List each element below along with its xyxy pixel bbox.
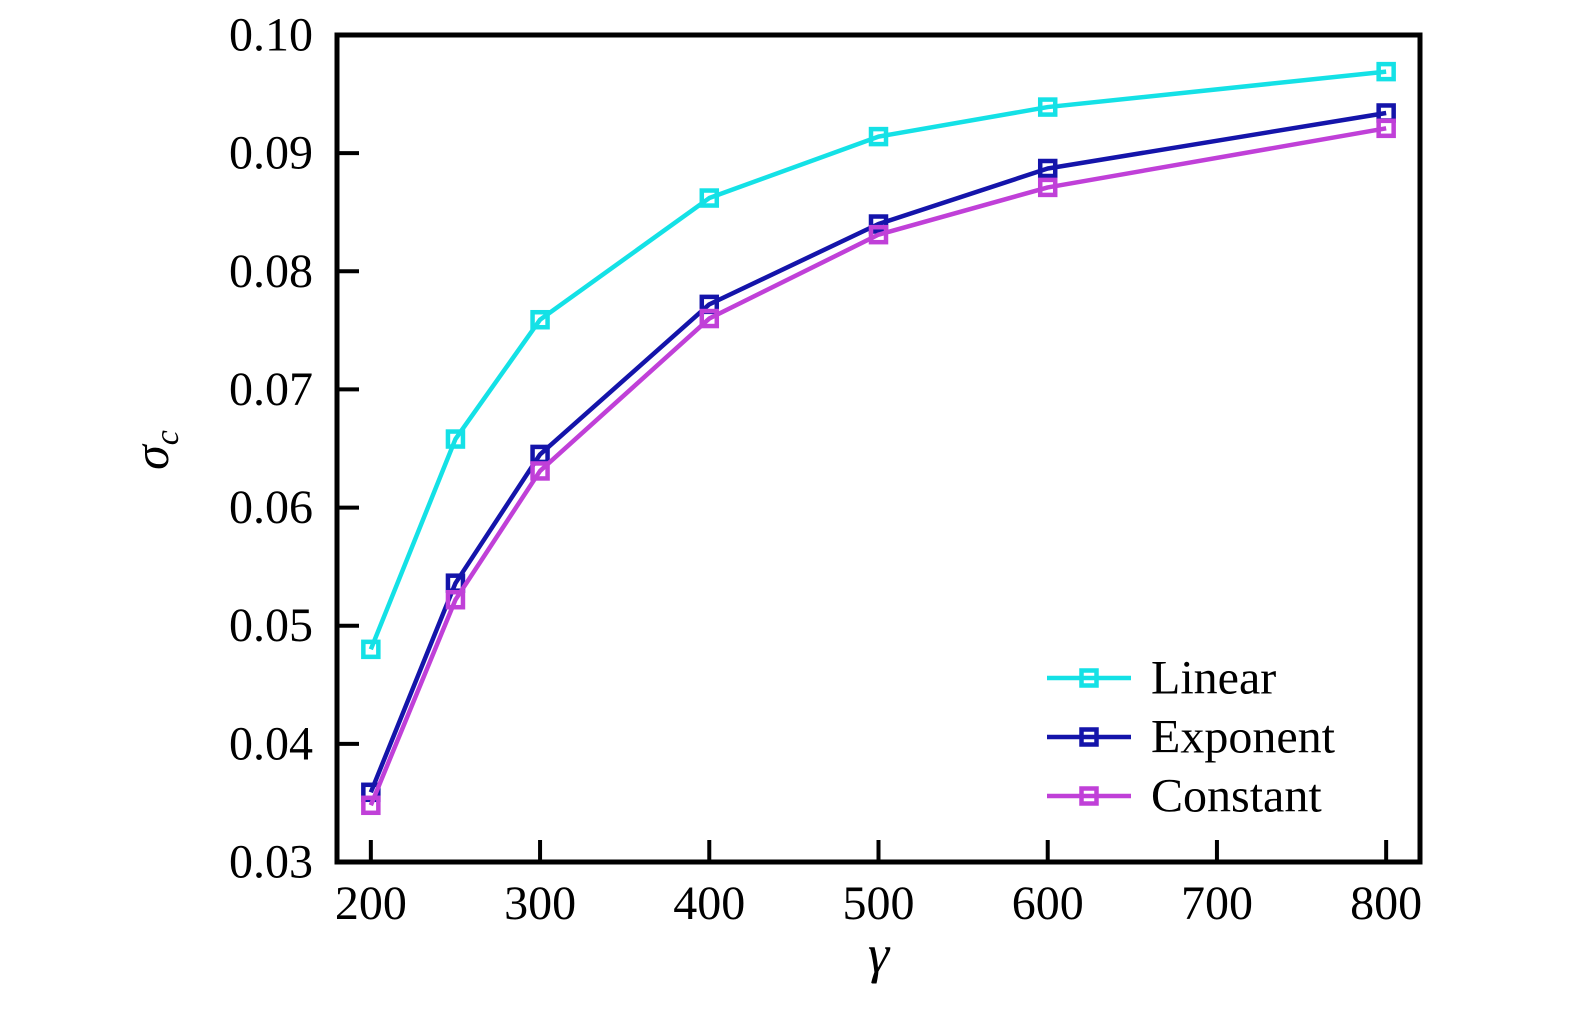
legend-marker-sample	[1079, 727, 1099, 747]
series-linear-marker	[699, 188, 720, 208]
series-constant	[361, 118, 1396, 816]
x-tick-label: 600	[1012, 877, 1084, 930]
legend-entry-linear: Linear	[1047, 652, 1276, 705]
y-axis-label-sigma: σ	[123, 443, 179, 470]
series-constant-marker	[1376, 118, 1396, 139]
x-tick-label: 300	[504, 877, 576, 930]
series-exponent-marker	[1037, 158, 1058, 179]
legend-label: Linear	[1151, 652, 1276, 705]
series-constant-marker	[1037, 177, 1058, 198]
x-axis-label: γ	[868, 924, 891, 984]
series-linear-marker	[530, 309, 550, 330]
series-constant-marker	[445, 589, 466, 610]
y-tick-label: 0.09	[229, 127, 313, 180]
series-constant-marker	[361, 795, 381, 816]
y-tick-label: 0.08	[229, 245, 313, 298]
series-linear-line	[368, 69, 1387, 651]
y-axis-label: σc	[123, 430, 186, 470]
series-exponent-marker	[868, 214, 889, 234]
series-linear-marker	[445, 429, 466, 449]
x-tick-label: 500	[843, 877, 915, 930]
series-exponent-line	[368, 110, 1387, 794]
y-tick-label: 0.05	[229, 599, 313, 652]
legend-marker-sample	[1079, 668, 1099, 688]
y-tick-label: 0.03	[229, 836, 313, 889]
series-linear	[361, 61, 1396, 660]
legend: Linear Exponent Constant	[1047, 652, 1336, 823]
y-tick-label: 0.06	[229, 481, 313, 534]
series-constant-line	[368, 126, 1387, 807]
legend-label: Constant	[1151, 770, 1322, 823]
x-tick-label: 200	[335, 877, 407, 930]
y-axis: 0.03 0.04 0.05 0.06 0.07 0.08 0.09 0.10	[229, 9, 359, 889]
y-tick-label: 0.10	[229, 9, 313, 62]
legend-marker-sample	[1079, 786, 1099, 806]
x-axis: 200 300 400 500 600 700 800	[335, 840, 1422, 930]
series-linear-marker	[361, 639, 381, 660]
series-constant-marker	[868, 224, 889, 245]
x-tick-label: 700	[1181, 877, 1253, 930]
series-linear-marker	[868, 126, 889, 147]
series-linear-marker	[1037, 97, 1058, 117]
y-axis-label-subscript: c	[149, 430, 186, 445]
legend-label: Exponent	[1151, 711, 1336, 764]
legend-entry-constant: Constant	[1047, 770, 1322, 823]
legend-entry-exponent: Exponent	[1047, 711, 1336, 764]
series-constant-marker	[530, 461, 550, 481]
y-tick-label: 0.04	[229, 717, 313, 770]
x-tick-label: 400	[673, 877, 745, 930]
series-constant-marker	[699, 308, 720, 329]
y-tick-label: 0.07	[229, 363, 313, 416]
series-linear-marker	[1376, 61, 1396, 82]
x-tick-label: 800	[1350, 877, 1422, 930]
